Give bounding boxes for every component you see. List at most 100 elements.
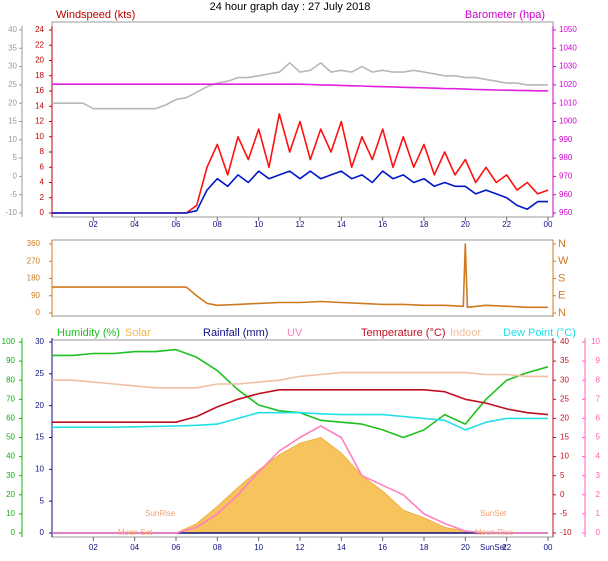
y-tick-label: 6 bbox=[596, 414, 601, 423]
y-tick-label: 40 bbox=[8, 25, 17, 34]
annotation: SunSet bbox=[480, 509, 507, 518]
y-tick-label: 6 bbox=[40, 162, 45, 171]
y-tick-label: 2 bbox=[596, 490, 601, 499]
y-tick-label: 180 bbox=[27, 274, 41, 283]
y-tick-label: 15 bbox=[35, 433, 44, 442]
x-tick-label: 06 bbox=[172, 543, 181, 552]
y-tick-label: 15 bbox=[560, 433, 569, 442]
frame bbox=[51, 21, 554, 218]
y-tick-label: 60 bbox=[6, 414, 15, 423]
y-tick-label: 980 bbox=[559, 153, 573, 162]
y-tick-label: 1020 bbox=[559, 80, 577, 89]
legend-entry: Temperature (°C) bbox=[361, 327, 445, 339]
y-tick-label: 0 bbox=[596, 528, 601, 537]
y-tick-label: 30 bbox=[8, 62, 17, 71]
y-tick-label: 20 bbox=[35, 401, 44, 410]
y-tick-label: 1030 bbox=[559, 62, 577, 71]
x-tick-label: 18 bbox=[420, 543, 429, 552]
legend-entry: Indoor bbox=[450, 327, 482, 339]
y-tick-label: 16 bbox=[35, 86, 44, 95]
y-tick-label: 25 bbox=[560, 394, 569, 403]
x-tick-label: 16 bbox=[378, 220, 387, 229]
y-tick-label: N bbox=[558, 307, 566, 319]
y-tick-label: 3 bbox=[596, 471, 601, 480]
series-line bbox=[52, 170, 548, 214]
y-tick-label: 70 bbox=[6, 394, 15, 403]
y-tick-label: 18 bbox=[35, 71, 44, 80]
x-tick-label: 02 bbox=[89, 220, 98, 229]
series-line bbox=[52, 371, 548, 389]
y-tick-label: 22 bbox=[35, 40, 44, 49]
y-tick-label: W bbox=[558, 255, 569, 267]
series-line bbox=[52, 425, 548, 534]
frame bbox=[51, 239, 554, 317]
series-line bbox=[52, 411, 548, 431]
x-tick-label: 22 bbox=[502, 220, 511, 229]
legend-entry: Dew Point (°C) bbox=[503, 327, 576, 339]
y-tick-label: 25 bbox=[8, 80, 17, 89]
x-tick-label: 14 bbox=[337, 543, 346, 552]
y-tick-label: 80 bbox=[6, 375, 15, 384]
y-tick-label: 10 bbox=[35, 464, 44, 473]
x-tick-label: 10 bbox=[254, 543, 263, 552]
y-tick-label: 0 bbox=[40, 528, 45, 537]
y-tick-label: 5 bbox=[560, 471, 565, 480]
y-tick-label: 10 bbox=[35, 132, 44, 141]
y-axis-label: Windspeed (kts) bbox=[56, 9, 135, 21]
y-tick-label: 1010 bbox=[559, 98, 577, 107]
y-tick-label: 4 bbox=[40, 178, 45, 187]
x-tick-label: 20 bbox=[461, 543, 470, 552]
y-tick-label: 1000 bbox=[559, 117, 577, 126]
y-tick-label: 20 bbox=[8, 98, 17, 107]
y-tick-label: 35 bbox=[560, 356, 569, 365]
chart-title: 24 hour graph day : 27 July 2018 bbox=[210, 1, 371, 13]
y-tick-label: N bbox=[558, 238, 566, 250]
x-tick-label: 08 bbox=[213, 220, 222, 229]
annotation: Moon Rise bbox=[475, 528, 514, 537]
y-tick-label: 100 bbox=[2, 337, 16, 346]
y-tick-label: 90 bbox=[31, 291, 40, 300]
y-tick-label: 9 bbox=[596, 356, 601, 365]
y-tick-label: 40 bbox=[6, 452, 15, 461]
x-tick-label: 02 bbox=[89, 543, 98, 552]
y-tick-label: 30 bbox=[6, 471, 15, 480]
x-tick-label: 04 bbox=[130, 543, 139, 552]
x-tick-label: 16 bbox=[378, 543, 387, 552]
y-tick-label: 0 bbox=[11, 528, 16, 537]
y-tick-label: 12 bbox=[35, 117, 44, 126]
y-tick-label: 5 bbox=[596, 433, 601, 442]
y-tick-label: 50 bbox=[6, 433, 15, 442]
legend-entry: UV bbox=[287, 327, 303, 339]
series-line bbox=[52, 83, 549, 92]
y-tick-label: 20 bbox=[560, 414, 569, 423]
y-tick-label: 30 bbox=[35, 337, 44, 346]
series-line bbox=[52, 243, 548, 309]
y-tick-label: 10 bbox=[6, 509, 15, 518]
y-tick-label: S bbox=[558, 272, 565, 284]
y-tick-label: 2 bbox=[40, 193, 45, 202]
y-tick-label: 10 bbox=[8, 135, 17, 144]
annotation: SunSet bbox=[480, 543, 507, 552]
y-tick-label: 0 bbox=[40, 208, 45, 217]
y-tick-label: 90 bbox=[6, 356, 15, 365]
y-tick-label: 14 bbox=[35, 101, 44, 110]
y-tick-label: 0 bbox=[13, 172, 18, 181]
y-tick-label: 25 bbox=[35, 369, 44, 378]
x-tick-label: 00 bbox=[544, 220, 553, 229]
y-tick-label: 0 bbox=[560, 490, 565, 499]
series-line bbox=[52, 389, 549, 423]
y-tick-label: 360 bbox=[27, 239, 41, 248]
x-tick-label: 00 bbox=[544, 543, 553, 552]
y-tick-label: 10 bbox=[591, 337, 600, 346]
y-tick-label: 5 bbox=[13, 153, 18, 162]
y-tick-label: 1050 bbox=[559, 25, 577, 34]
y-tick-label: 40 bbox=[560, 337, 569, 346]
annotation: SunRise bbox=[145, 509, 176, 518]
y-tick-label: 960 bbox=[559, 190, 573, 199]
x-tick-label: 12 bbox=[296, 543, 305, 552]
y-tick-label: -5 bbox=[560, 509, 568, 518]
legend-entry: Rainfall (mm) bbox=[203, 327, 268, 339]
y-tick-label: 990 bbox=[559, 135, 573, 144]
x-tick-label: 20 bbox=[461, 220, 470, 229]
